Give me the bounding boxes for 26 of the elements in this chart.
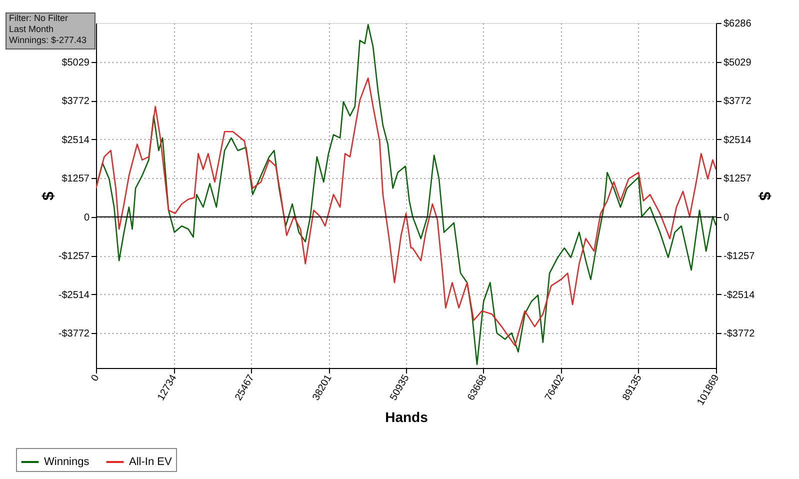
y-tick-label: $5029: [62, 57, 90, 68]
x-axis-title: Hands: [385, 408, 428, 425]
y-tick-label: -$1257: [58, 251, 90, 262]
y2-tick-label: $5029: [724, 57, 752, 68]
y2-tick-label: -$2514: [724, 290, 756, 301]
y-tick-label: $2514: [62, 134, 90, 146]
y2-tick-label: $6286: [724, 18, 752, 30]
y2-tick-label: $2514: [724, 134, 752, 146]
y2-tick-label: -$1257: [724, 251, 756, 262]
y2-tick-label: $3772: [724, 96, 752, 108]
y-axis-title: $: [40, 191, 58, 200]
x-tick-label: 0: [89, 372, 102, 384]
legend-label: Winnings: [44, 456, 90, 468]
text: Filter: No Filter: [9, 13, 68, 23]
text: Winnings: $-277.43: [9, 35, 87, 45]
y-tick-label: $1257: [62, 174, 90, 185]
y2-axis-title: $: [756, 192, 773, 201]
y2-tick-label: $1257: [724, 174, 752, 185]
y-tick-label: -$3772: [58, 328, 90, 340]
y-tick-label: 0: [84, 212, 90, 224]
y2-tick-label: -$3772: [724, 328, 756, 340]
legend-label: All-In EV: [129, 456, 172, 468]
y2-tick-label: 0: [724, 212, 730, 224]
y-tick-label: $3772: [62, 96, 90, 108]
text: Last Month: [9, 24, 54, 34]
y-tick-label: -$2514: [58, 290, 90, 301]
